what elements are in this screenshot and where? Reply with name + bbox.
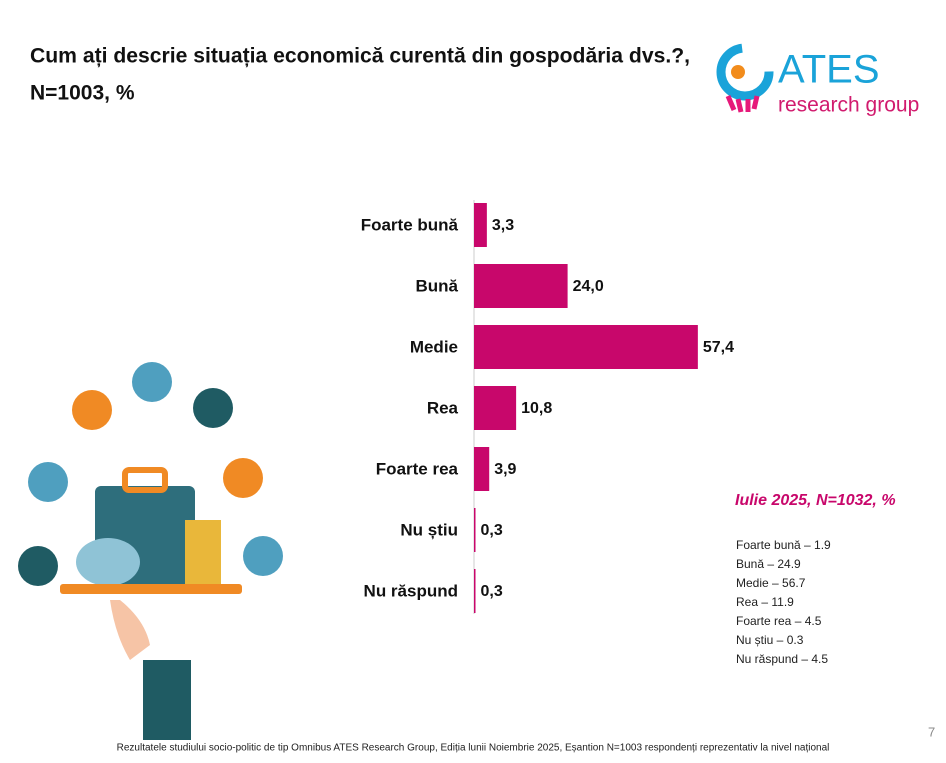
sleeve <box>143 660 191 740</box>
value-label: 3,9 <box>494 461 516 478</box>
logo-tagline: research group <box>778 94 919 117</box>
piggy-bank <box>76 538 140 586</box>
icon <box>193 388 233 428</box>
bar <box>474 264 568 308</box>
coins <box>185 520 221 588</box>
value-label: 10,8 <box>521 400 552 417</box>
hand <box>110 600 150 660</box>
bars: Foarte bună 3,3 Bună 24,0 Medie 57,4 Rea 10,8 Fo… <box>361 203 734 613</box>
icon <box>243 536 283 576</box>
category-label: Foarte rea <box>376 459 459 478</box>
icon <box>132 362 172 402</box>
comparison-item: Nu știu – 0.3 <box>736 633 804 647</box>
icon <box>28 462 68 502</box>
logo-name: ATES <box>778 48 880 92</box>
logo-dot <box>731 65 745 79</box>
comparison-item: Foarte rea – 4.5 <box>736 614 822 628</box>
icon <box>223 458 263 498</box>
comparison-title: Iulie 2025, N=1032, % <box>735 492 896 509</box>
bar <box>474 569 476 613</box>
category-label: Nu știu <box>400 520 458 539</box>
icon <box>72 390 112 430</box>
category-label: Rea <box>427 398 459 417</box>
briefcase-handle <box>122 467 168 493</box>
comparison-item: Bună – 24.9 <box>736 557 801 571</box>
category-label: Foarte bună <box>361 215 459 234</box>
bar <box>474 447 490 491</box>
value-label: 3,3 <box>492 217 514 234</box>
chart-subtitle: N=1003, % <box>30 82 135 105</box>
value-label: 57,4 <box>703 339 734 356</box>
bar <box>474 203 487 247</box>
value-label: 0,3 <box>481 583 503 600</box>
bar <box>474 325 698 369</box>
bar <box>474 508 476 552</box>
illustration <box>18 362 283 740</box>
footer: Rezultatele studiului socio-politic de t… <box>117 743 830 754</box>
tray <box>60 584 242 594</box>
category-label: Medie <box>410 337 458 356</box>
logo: ATES research group <box>716 43 919 117</box>
comparison-item: Nu răspund – 4.5 <box>736 652 828 666</box>
page-number: 7 <box>928 724 935 739</box>
logo-rays <box>725 95 760 113</box>
chart-title: Cum ați descrie situația economică curen… <box>30 45 690 68</box>
bar <box>474 386 517 430</box>
value-label: 0,3 <box>481 522 503 539</box>
comparison-item: Foarte bună – 1.9 <box>736 538 831 552</box>
comparison-item: Medie – 56.7 <box>736 576 806 590</box>
icon <box>18 546 58 586</box>
comparison-note: Iulie 2025, N=1032, % Foarte bună – 1.9 B… <box>735 492 896 666</box>
value-label: 24,0 <box>573 278 604 295</box>
comparison-item: Rea – 11.9 <box>736 595 794 609</box>
category-label: Nu răspund <box>364 581 458 600</box>
logo-ring <box>716 43 774 101</box>
category-label: Bună <box>416 276 459 295</box>
